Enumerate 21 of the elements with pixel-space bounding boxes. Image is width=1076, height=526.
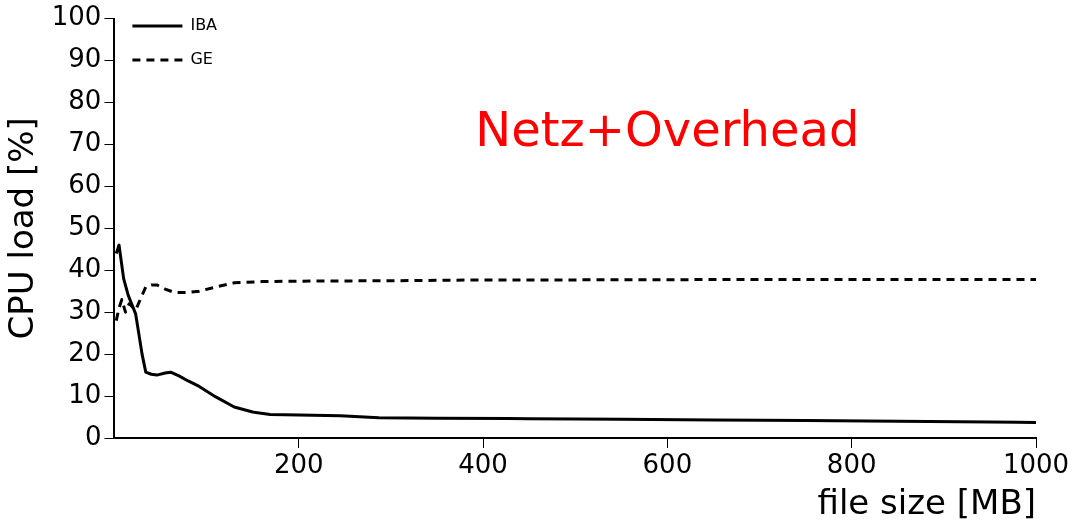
x-tick-label: 1000 (1002, 449, 1070, 480)
y-tick-label: 70 (68, 127, 102, 158)
y-tick-label: 90 (68, 43, 102, 74)
y-axis-title: CPU load [%] (1, 117, 42, 340)
legend-label: IBA (190, 15, 218, 35)
annotation: Netz+Overhead (475, 101, 860, 158)
x-tick-label: 400 (458, 449, 508, 480)
legend-label: GE (190, 49, 213, 69)
y-tick-label: 80 (68, 85, 102, 116)
x-axis-title: file size [MB] (817, 482, 1036, 523)
y-tick-label: 20 (68, 336, 102, 367)
y-tick-label: 60 (68, 169, 102, 200)
x-tick-label: 200 (273, 449, 324, 480)
y-tick-label: 100 (51, 1, 102, 32)
y-tick-label: 30 (68, 294, 102, 325)
y-tick-label: 10 (68, 378, 102, 409)
x-tick-label: 800 (826, 449, 877, 480)
x-tick-label: 600 (642, 449, 693, 480)
y-tick-label: 0 (84, 420, 102, 451)
y-tick-label: 50 (68, 211, 102, 242)
y-tick-label: 40 (68, 252, 102, 283)
